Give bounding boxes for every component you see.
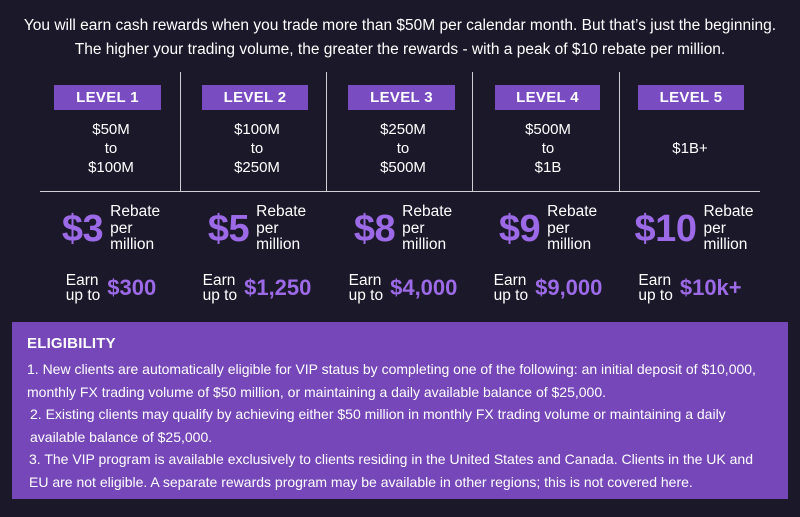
rebate-amount: $10 — [634, 207, 697, 250]
column-divider — [619, 72, 620, 191]
earn-label-line: Earn — [348, 272, 382, 289]
level-5-badge: LEVEL 5 — [638, 85, 744, 110]
level-1-earn: Earn up to $300 — [38, 271, 184, 305]
range-from: $50M — [92, 120, 130, 138]
rebate-label-line: per — [110, 219, 133, 237]
level-5-column: LEVEL 5 $1B+ $10 Rebate per million Earn… — [620, 72, 760, 316]
column-divider — [180, 72, 181, 191]
level-5-rebate: $10 Rebate per million — [624, 201, 764, 257]
range-to: $250M — [234, 158, 280, 176]
eligibility-item-1: 1. New clients are automatically eligibl… — [27, 361, 756, 400]
earn-label: Earn up to — [65, 272, 101, 304]
rebate-label-line: Rebate — [703, 203, 754, 221]
level-2-range: $100M to $250M — [184, 120, 330, 176]
level-4-earn: Earn up to $9,000 — [475, 271, 621, 305]
earn-label-line: up to — [348, 287, 384, 304]
earn-label-line: up to — [202, 287, 238, 304]
earn-label: Earn up to — [202, 272, 238, 304]
range-to: $500M — [380, 158, 426, 176]
intro-text: You will earn cash rewards when you trad… — [0, 14, 800, 62]
range-from: $500M — [525, 120, 571, 138]
earn-label: Earn up to — [638, 272, 673, 304]
range-to: $1B — [534, 158, 562, 176]
earn-label-line: Earn — [638, 272, 672, 289]
earn-amount: $10k+ — [679, 275, 742, 300]
level-4-badge: LEVEL 4 — [495, 85, 600, 110]
level-3-earn: Earn up to $4,000 — [330, 271, 476, 305]
range-from: $250M — [380, 120, 426, 138]
range-to-word: to — [250, 139, 264, 157]
earn-label: Earn up to — [493, 272, 529, 304]
rebate-amount: $8 — [353, 207, 396, 250]
level-4-range: $500M to $1B — [475, 120, 621, 176]
earn-amount: $9,000 — [535, 275, 603, 300]
rebate-label-line: per — [547, 219, 570, 237]
level-2-badge: LEVEL 2 — [202, 85, 308, 110]
level-5-earn: Earn up to $10k+ — [620, 271, 760, 305]
earn-label-line: Earn — [65, 272, 99, 289]
earn-amount: $1,250 — [244, 275, 312, 300]
rebate-label-line: Rebate — [110, 203, 161, 221]
level-4-rebate: $9 Rebate per million — [475, 201, 621, 257]
rebate-label: Rebate per million — [402, 204, 452, 254]
column-divider — [326, 72, 327, 191]
rebate-amount: $9 — [498, 207, 541, 250]
rebate-label-line: million — [402, 236, 447, 254]
level-3-badge: LEVEL 3 — [348, 85, 455, 110]
rebate-label-line: million — [547, 236, 592, 254]
rebate-label: Rebate per million — [547, 204, 597, 254]
earn-amount: $4,000 — [390, 275, 458, 300]
rebate-label: Rebate per million — [703, 204, 753, 254]
earn-label-line: up to — [493, 287, 529, 304]
level-3-rebate: $8 Rebate per million — [330, 201, 476, 257]
table-divider — [40, 191, 760, 192]
rebate-label: Rebate per million — [110, 204, 160, 254]
level-5-range: $1B+ — [620, 120, 760, 176]
earn-label-line: up to — [65, 287, 101, 304]
range-to-word: to — [104, 139, 118, 157]
rebate-label: Rebate per million — [256, 204, 306, 254]
eligibility-item-3: 3. The VIP program is available exclusiv… — [29, 451, 753, 490]
rebate-label-line: Rebate — [402, 203, 453, 221]
rebate-label-line: million — [110, 236, 155, 254]
range-to-word: to — [396, 139, 410, 157]
level-3-range: $250M to $500M — [330, 120, 476, 176]
level-2-rebate: $5 Rebate per million — [184, 201, 330, 257]
level-2-earn: Earn up to $1,250 — [184, 271, 330, 305]
levels-table: LEVEL 1 $50M to $100M $3 Rebate per mill… — [38, 72, 760, 316]
column-divider — [472, 72, 473, 191]
eligibility-title: ELIGIBILITY — [27, 335, 116, 352]
range-from: $100M — [234, 120, 280, 138]
rebate-label-line: Rebate — [256, 203, 307, 221]
level-1-column: LEVEL 1 $50M to $100M $3 Rebate per mill… — [38, 72, 184, 316]
eligibility-item-2: 2. Existing clients may qualify by achie… — [30, 406, 726, 445]
eligibility-panel: ELIGIBILITY 1. New clients are automatic… — [12, 322, 788, 499]
level-2-column: LEVEL 2 $100M to $250M $5 Rebate per mil… — [184, 72, 330, 316]
earn-label-line: up to — [638, 287, 673, 304]
rebate-label-line: Rebate — [547, 203, 598, 221]
rebate-label-line: per — [256, 219, 279, 237]
intro-line-1: You will earn cash rewards when you trad… — [23, 17, 777, 34]
level-1-badge: LEVEL 1 — [54, 85, 161, 110]
range-from: $1B+ — [672, 139, 708, 157]
range-to-word: to — [541, 139, 555, 157]
level-4-column: LEVEL 4 $500M to $1B $9 Rebate per milli… — [475, 72, 621, 316]
intro-line-2: The higher your trading volume, the grea… — [74, 41, 726, 58]
earn-label-line: Earn — [202, 272, 236, 289]
earn-amount: $300 — [107, 275, 157, 300]
rebate-label-line: million — [256, 236, 301, 254]
rebate-amount: $5 — [207, 207, 250, 250]
level-1-rebate: $3 Rebate per million — [38, 201, 184, 257]
rebate-label-line: per — [703, 219, 726, 237]
rebate-label-line: per — [402, 219, 425, 237]
earn-label: Earn up to — [348, 272, 384, 304]
rebate-amount: $3 — [61, 207, 104, 250]
level-1-range: $50M to $100M — [38, 120, 184, 176]
level-3-column: LEVEL 3 $250M to $500M $8 Rebate per mil… — [330, 72, 476, 316]
range-to: $100M — [88, 158, 134, 176]
earn-label-line: Earn — [493, 272, 527, 289]
rebate-label-line: million — [703, 236, 748, 254]
